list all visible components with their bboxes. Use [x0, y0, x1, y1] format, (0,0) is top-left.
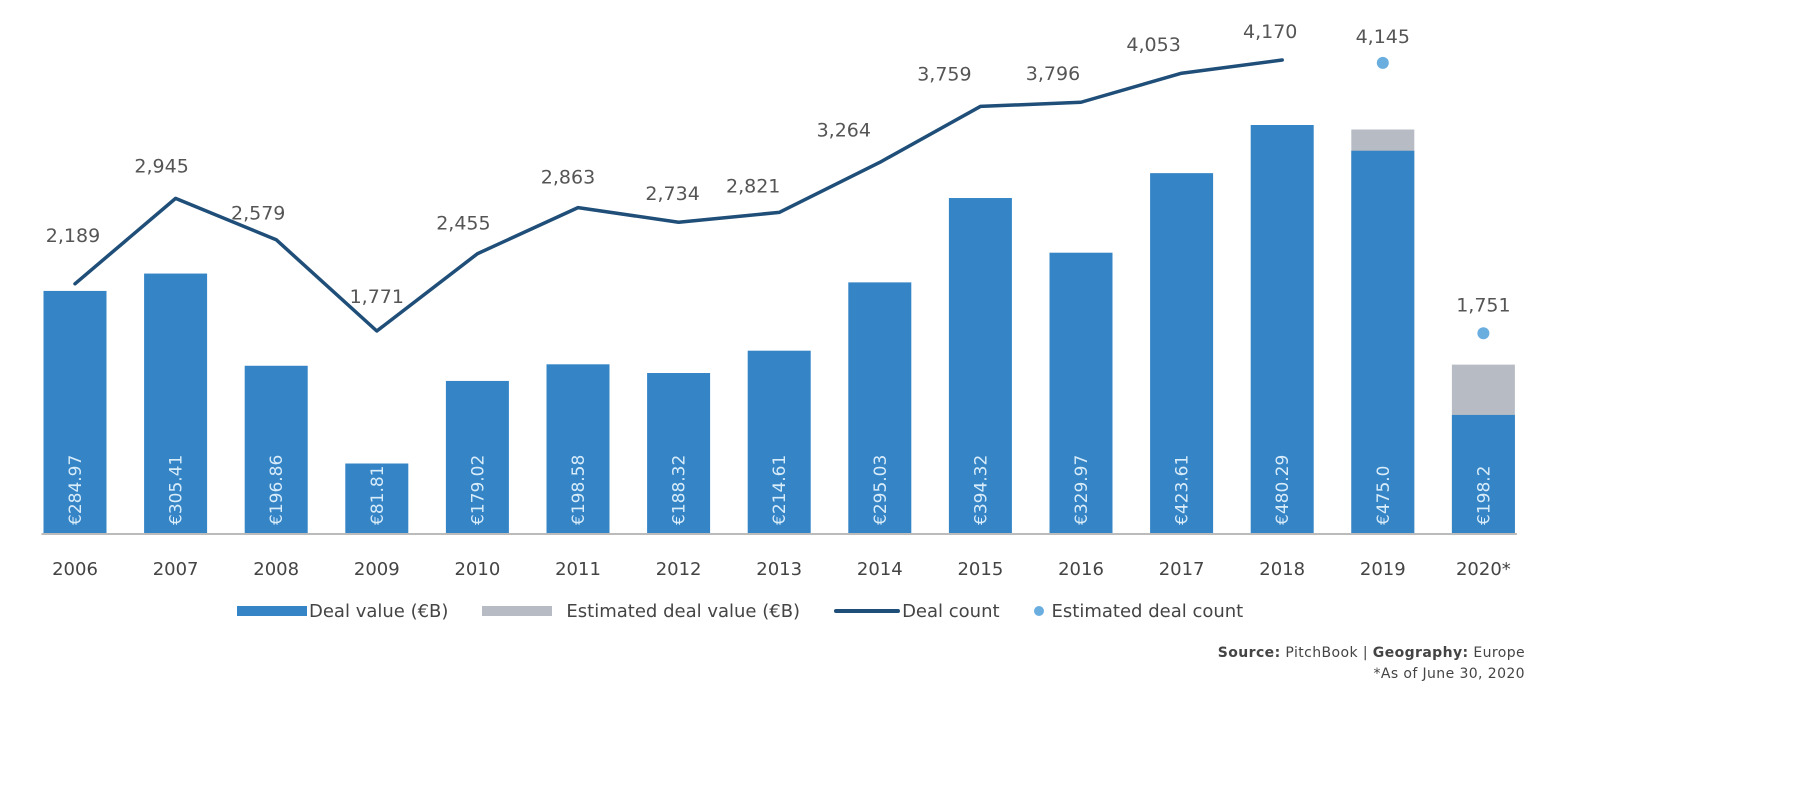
deal-value-bar: [1250, 125, 1314, 533]
x-tick-label: 2011: [555, 559, 601, 580]
bar-value-label: €214.61: [770, 455, 790, 525]
legend-item-estimated-deal-count: Estimated deal count: [1033, 600, 1244, 622]
deal-count-label: 1,751: [1456, 294, 1510, 316]
x-tick-label: 2015: [957, 559, 1003, 580]
deal-count-label: 4,053: [1126, 34, 1180, 56]
legend-label: Deal value (€B): [309, 600, 449, 622]
x-tick-label: 2017: [1159, 559, 1205, 580]
deal-count-label: 4,170: [1243, 21, 1297, 43]
deal-value-bar: [647, 373, 711, 533]
labels-layer: €284.97 2006 €305.41 2007 €196.86 2008 €81.81 2…: [46, 21, 1511, 580]
bar-value-label: €305.41: [167, 455, 187, 525]
geography-label: Geography:: [1372, 645, 1469, 661]
deal-value-bar: [43, 290, 107, 533]
bar-value-label: €196.86: [267, 455, 287, 525]
deal-value-bar: [445, 380, 509, 533]
bar-value-label: €179.02: [468, 455, 488, 525]
bar-value-label: €329.97: [1072, 455, 1092, 525]
bar-value-label: €81.81: [368, 466, 388, 525]
deal-count-swatch: [834, 609, 901, 613]
deal-value-bar: [1451, 414, 1515, 533]
deal-count-label: 3,796: [1026, 63, 1080, 85]
bar-value-label: €198.2: [1474, 466, 1494, 525]
deal-count-label: 2,863: [541, 167, 595, 189]
legend-label: Deal count: [902, 600, 1000, 622]
x-tick-label: 2009: [354, 559, 400, 580]
x-tick-label: 2006: [52, 559, 98, 580]
deal-count-label: 2,734: [645, 183, 699, 205]
deal-value-bar: [144, 273, 208, 533]
deal-value-bar: [747, 350, 811, 533]
x-tick-label: 2010: [454, 559, 500, 580]
bar-value-label: €295.03: [871, 455, 891, 525]
bar-value-label: €475.0: [1374, 466, 1394, 525]
deal-count-label: 2,945: [134, 155, 188, 177]
footnote: *As of June 30, 2020: [1373, 666, 1525, 682]
legend-label: Estimated deal count: [1051, 600, 1244, 622]
x-tick-label: 2014: [857, 559, 903, 580]
x-tick-label: 2020*: [1456, 559, 1511, 580]
bar-value-label: €480.29: [1273, 455, 1293, 525]
deal-value-bar: [848, 282, 912, 533]
deal-count-label: 2,579: [231, 203, 285, 225]
x-tick-label: 2016: [1058, 559, 1104, 580]
deal-value-bar: [948, 198, 1012, 533]
bar-value-label: €394.32: [971, 455, 991, 525]
deal-count-label: 1,771: [350, 286, 404, 308]
estimated-deal-count-point: [1376, 56, 1389, 69]
source-line: Source: PitchBook | Geography: Europe: [1218, 643, 1525, 664]
source-note: Source: PitchBook | Geography: Europe *A…: [1218, 643, 1525, 685]
x-tick-label: 2007: [153, 559, 199, 580]
estimated-deal-count-point: [1477, 327, 1490, 340]
source-value: PitchBook: [1285, 645, 1358, 661]
deal-value-bar: [1049, 252, 1113, 533]
deal-count-line: [73, 58, 1284, 333]
source-separator: |: [1362, 645, 1368, 661]
deal-value-swatch: [237, 606, 307, 616]
x-tick-label: 2018: [1259, 559, 1305, 580]
deal-value-bar: [1150, 173, 1214, 533]
deal-value-bar: [244, 365, 308, 533]
x-tick-label: 2019: [1360, 559, 1406, 580]
bar-value-label: €188.32: [670, 455, 690, 525]
deal-count-label: 4,145: [1356, 26, 1410, 48]
bar-value-label: €284.97: [66, 455, 86, 525]
legend-item-deal-value: Deal value (€B): [237, 601, 448, 622]
legend-item-estimated-deal-value: Estimated deal value (€B): [482, 601, 800, 622]
deal-count-layer: [73, 56, 1490, 340]
estimated-deal-value-swatch: [482, 606, 553, 616]
geography-value: Europe: [1473, 645, 1525, 661]
legend-item-deal-count: Deal count: [834, 600, 1000, 622]
estimated-deal-count-swatch: [1033, 606, 1044, 616]
deal-value-bar: [345, 463, 409, 533]
deal-value-bar: [1351, 150, 1415, 533]
bar-value-label: €198.58: [569, 455, 589, 525]
bars-layer: [43, 125, 1515, 534]
deal-count-label: 3,759: [917, 63, 971, 85]
deal-count-label: 3,264: [817, 119, 871, 141]
deal-count-label: 2,821: [726, 175, 780, 197]
x-tick-label: 2012: [656, 559, 702, 580]
legend: Deal value (€B) Estimated deal value (€B…: [237, 598, 1277, 624]
legend-label: Estimated deal value (€B): [566, 600, 801, 622]
bar-value-label: €423.61: [1173, 455, 1193, 525]
x-tick-label: 2013: [756, 559, 802, 580]
x-tick-label: 2008: [253, 559, 299, 580]
source-label: Source:: [1217, 645, 1281, 661]
deal-count-label: 2,455: [436, 213, 490, 235]
deal-count-label: 2,189: [46, 225, 100, 247]
deal-value-bar: [546, 364, 610, 533]
